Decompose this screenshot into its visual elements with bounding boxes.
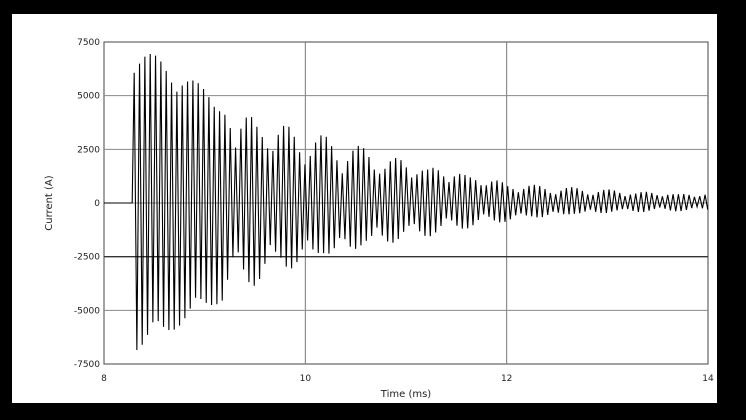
chart-frame: 8 10 12 14 7500 5000 2500 0 -2500 -5000 -7500 Time … <box>9 11 720 406</box>
y-tick-label: 7500 <box>77 38 100 48</box>
y-tick-label: -2500 <box>74 253 100 263</box>
y-axis-label: Current (A) <box>44 175 55 230</box>
y-tick-label: -5000 <box>74 306 100 316</box>
y-tick-label: 0 <box>94 199 100 209</box>
x-tick-label: 14 <box>702 374 714 384</box>
y-tick-label: -7500 <box>74 360 100 370</box>
current-waveform-line <box>104 54 709 351</box>
x-tick-label: 8 <box>101 374 107 384</box>
x-tick-label: 12 <box>501 374 512 384</box>
x-axis-label: Time (ms) <box>380 389 432 400</box>
y-tick-label: 2500 <box>77 145 100 155</box>
x-tick-label: 10 <box>300 374 312 384</box>
current-vs-time-chart: 8 10 12 14 7500 5000 2500 0 -2500 -5000 -7500 Time … <box>44 38 714 400</box>
y-tick-label: 5000 <box>77 92 100 102</box>
